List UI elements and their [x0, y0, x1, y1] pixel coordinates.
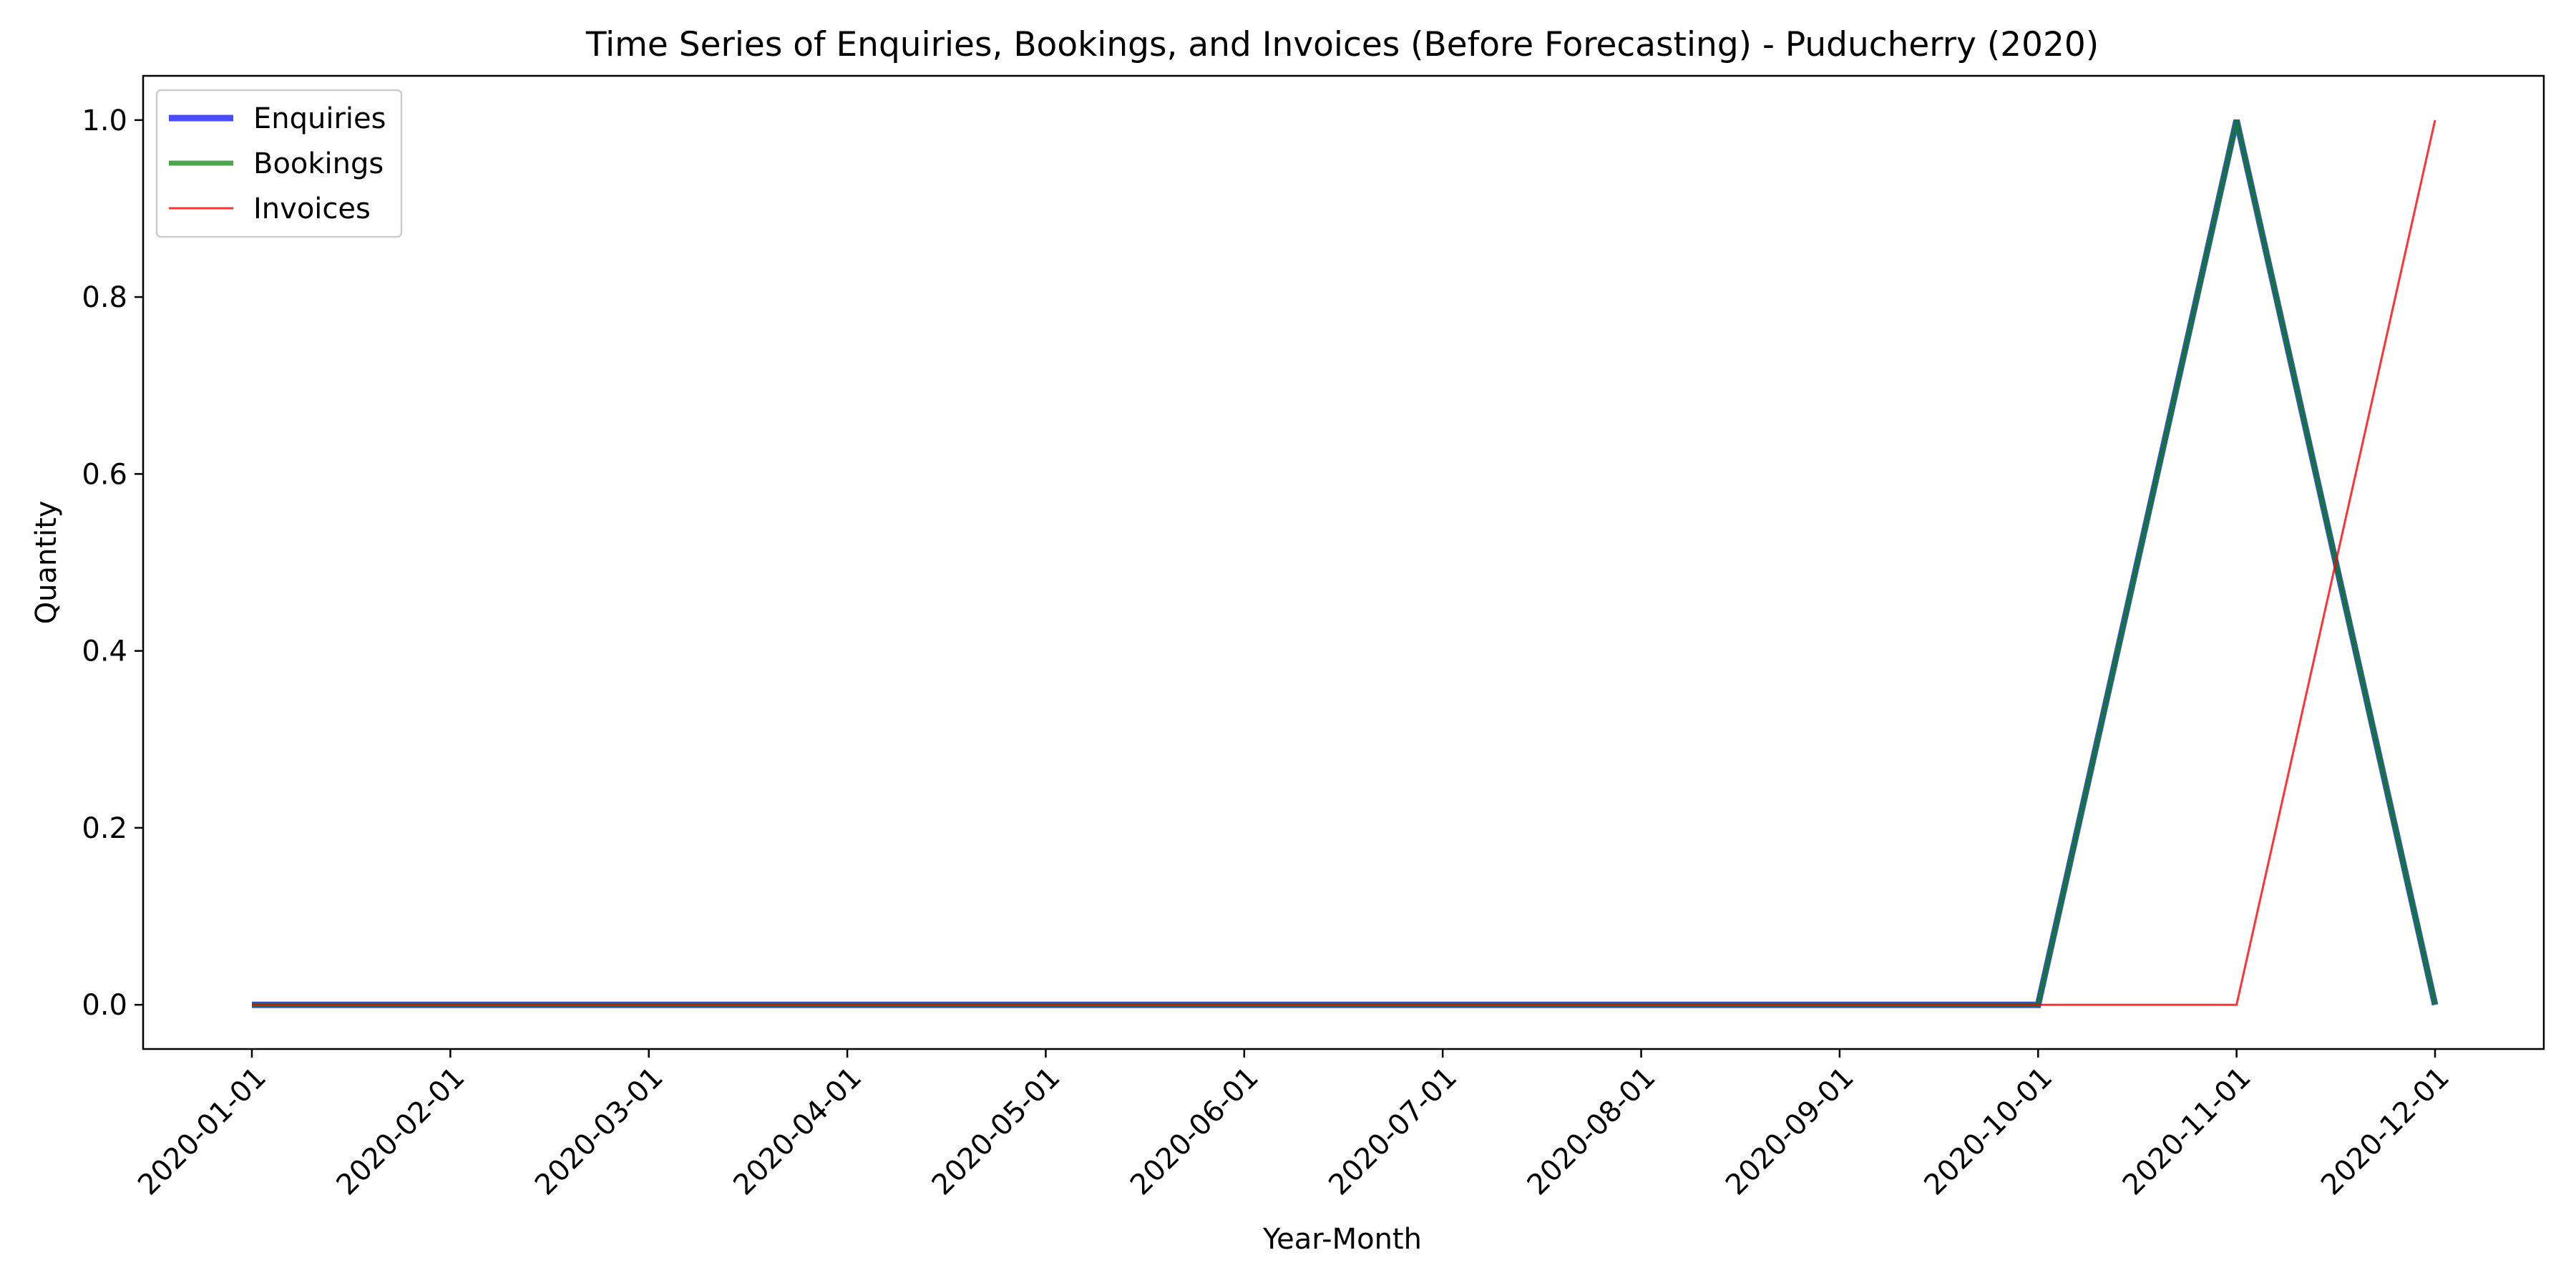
x-axis-label: Year-Month [1262, 1223, 1422, 1256]
legend-label-enquiries: Enquiries [253, 102, 386, 135]
chart-title: Time Series of Enquiries, Bookings, and … [585, 25, 2099, 64]
y-axis: 0.0 0.2 0.4 0.6 0.8 1.0 [82, 104, 143, 1022]
plot-lines [252, 119, 2439, 1008]
x-tick-label: 2020-07-01 [1322, 1061, 1463, 1202]
y-tick-label: 1.0 [82, 104, 127, 137]
legend-label-invoices: Invoices [253, 192, 371, 225]
series-line-enquiries [252, 119, 2439, 1008]
x-tick-label: 2020-06-01 [1124, 1061, 1265, 1202]
y-tick-label: 0.4 [82, 635, 127, 668]
x-tick-label: 2020-05-01 [926, 1061, 1067, 1202]
y-tick-label: 0.2 [82, 812, 127, 845]
y-axis-label: Quantity [30, 501, 63, 625]
x-tick-label: 2020-12-01 [2315, 1061, 2456, 1202]
legend-label-bookings: Bookings [253, 147, 384, 180]
series-line-bookings [252, 119, 2438, 1008]
x-tick-label: 2020-04-01 [727, 1061, 868, 1202]
x-tick-label: 2020-01-01 [132, 1061, 273, 1202]
plot-frame [142, 74, 2545, 1050]
x-axis: 2020-01-01 2020-02-01 2020-03-01 2020-04-01… [132, 1049, 2456, 1201]
series-line-invoices [252, 119, 2436, 1006]
y-tick-label: 0.0 [82, 989, 127, 1022]
x-tick-label: 2020-08-01 [1521, 1061, 1662, 1202]
x-tick-label: 2020-10-01 [1918, 1061, 2059, 1202]
legend-box [155, 89, 403, 238]
legend: Enquiries Bookings Invoices [155, 89, 403, 238]
x-tick-label: 2020-03-01 [529, 1061, 670, 1202]
x-tick-label: 2020-02-01 [331, 1061, 472, 1202]
y-tick-label: 0.8 [82, 281, 127, 314]
y-tick-label: 0.6 [82, 458, 127, 491]
x-tick-label: 2020-09-01 [1719, 1061, 1860, 1202]
x-tick-label: 2020-11-01 [2117, 1061, 2258, 1202]
